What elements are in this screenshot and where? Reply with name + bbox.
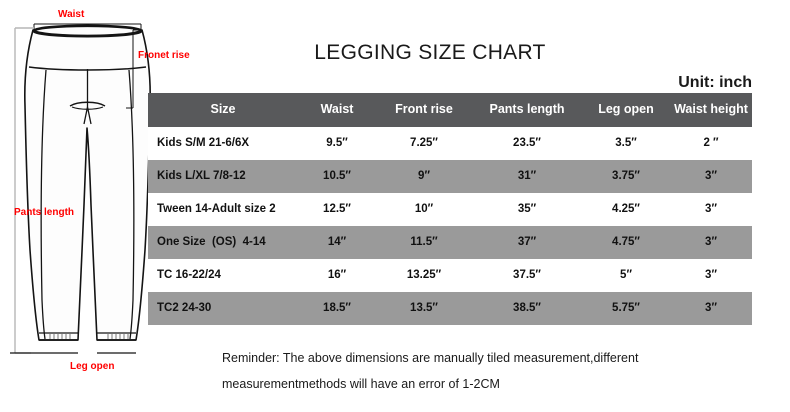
column-header-pants-length: Pants length bbox=[472, 93, 582, 127]
cell-waist-height: 3″ bbox=[670, 193, 752, 226]
column-header-waist: Waist bbox=[298, 93, 376, 127]
cell-front-rise: 13.25″ bbox=[376, 259, 472, 292]
column-header-leg-open: Leg open bbox=[582, 93, 670, 127]
cell-leg-open: 3.75″ bbox=[582, 160, 670, 193]
cell-front-rise: 13.5″ bbox=[376, 292, 472, 325]
cell-leg-open: 5″ bbox=[582, 259, 670, 292]
table-row: Kids S/M 21-6/6X 9.5″ 7.25″ 23.5″ 3.5″ 2… bbox=[148, 127, 752, 160]
table-row: Tween 14-Adult size 2 12.5″ 10″ 35″ 4.25… bbox=[148, 193, 752, 226]
cell-waist: 10.5″ bbox=[298, 160, 376, 193]
cell-front-rise: 10″ bbox=[376, 193, 472, 226]
table-header-row: Size Waist Front rise Pants length Leg o… bbox=[148, 93, 752, 127]
cell-size: Kids L/XL 7/8-12 bbox=[148, 160, 298, 193]
diagram-label-waist: Waist bbox=[58, 9, 85, 20]
table-row: TC2 24-30 18.5″ 13.5″ 38.5″ 5.75″ 3″ bbox=[148, 292, 752, 325]
cell-waist: 14″ bbox=[298, 226, 376, 259]
cell-leg-open: 3.5″ bbox=[582, 127, 670, 160]
cell-leg-open: 4.75″ bbox=[582, 226, 670, 259]
cell-size: Tween 14-Adult size 2 bbox=[148, 193, 298, 226]
cell-waist-height: 3″ bbox=[670, 259, 752, 292]
column-header-front-rise: Front rise bbox=[376, 93, 472, 127]
reminder-line-2: measurementmethods will have an error of… bbox=[222, 377, 500, 392]
reminder-line-1: Reminder: The above dimensions are manua… bbox=[222, 351, 639, 365]
diagram-label-front-rise: Fronet rise bbox=[138, 50, 190, 61]
unit-note: Unit: inch bbox=[678, 74, 752, 91]
cell-size: TC2 24-30 bbox=[148, 292, 298, 325]
cell-pants-length: 31″ bbox=[472, 160, 582, 193]
column-header-waist-height: Waist height bbox=[670, 93, 752, 127]
cell-pants-length: 35″ bbox=[472, 193, 582, 226]
column-header-size: Size bbox=[148, 93, 298, 127]
cell-leg-open: 4.25″ bbox=[582, 193, 670, 226]
cell-pants-length: 23.5″ bbox=[472, 127, 582, 160]
cell-front-rise: 11.5″ bbox=[376, 226, 472, 259]
cell-front-rise: 7.25″ bbox=[376, 127, 472, 160]
cell-waist: 9.5″ bbox=[298, 127, 376, 160]
chart-title: LEGGING SIZE CHART bbox=[314, 41, 546, 64]
cell-size: TC 16-22/24 bbox=[148, 259, 298, 292]
cell-waist: 18.5″ bbox=[298, 292, 376, 325]
cell-waist-height: 2 ″ bbox=[670, 127, 752, 160]
cell-pants-length: 37″ bbox=[472, 226, 582, 259]
cell-pants-length: 38.5″ bbox=[472, 292, 582, 325]
cell-waist-height: 3″ bbox=[670, 226, 752, 259]
table-row: Kids L/XL 7/8-12 10.5″ 9″ 31″ 3.75″ 3″ bbox=[148, 160, 752, 193]
cell-waist-height: 3″ bbox=[670, 292, 752, 325]
diagram-label-leg-open: Leg open bbox=[70, 361, 115, 372]
cell-leg-open: 5.75″ bbox=[582, 292, 670, 325]
leggings-diagram-svg bbox=[10, 23, 151, 354]
diagram-label-pants-length: Pants length bbox=[14, 207, 75, 218]
front-rise-measure-bracket bbox=[126, 29, 141, 109]
cell-waist: 16″ bbox=[298, 259, 376, 292]
reminder-note: Reminder: The above dimensions are manua… bbox=[222, 345, 742, 398]
cell-pants-length: 37.5″ bbox=[472, 259, 582, 292]
leggings-technical-drawing: Waist Fronet rise Pants length Leg open bbox=[0, 0, 210, 412]
cell-waist: 12.5″ bbox=[298, 193, 376, 226]
cell-size: Kids S/M 21-6/6X bbox=[148, 127, 298, 160]
cell-waist-height: 3″ bbox=[670, 160, 752, 193]
table-row: One Size (OS) 4-14 14″ 11.5″ 37″ 4.75″ 3… bbox=[148, 226, 752, 259]
cell-size: One Size (OS) 4-14 bbox=[148, 226, 298, 259]
table-row: TC 16-22/24 16″ 13.25″ 37.5″ 5″ 3″ bbox=[148, 259, 752, 292]
size-chart-table: Size Waist Front rise Pants length Leg o… bbox=[148, 93, 752, 325]
cell-front-rise: 9″ bbox=[376, 160, 472, 193]
